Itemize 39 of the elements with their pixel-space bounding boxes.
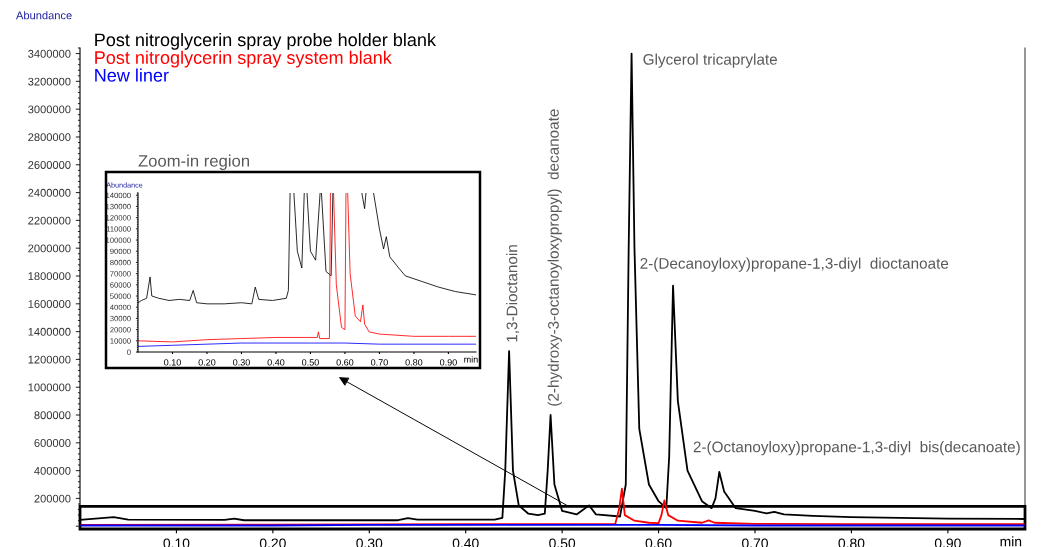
y-tick-label: 3200000: [28, 77, 71, 86]
annotation: 2-(Octanoyloxy)propane-1,3-diyl bis(decanoate): [693, 441, 1020, 456]
annotation: 1,3-Dioctanoin: [506, 245, 520, 342]
y-tick-label: 1600000: [28, 300, 71, 308]
chart-title: Zoom-in region: [138, 154, 249, 171]
x-tick-label: 0.70: [371, 359, 388, 366]
y-tick-label: 600000: [34, 439, 71, 447]
y-tick-label: 2600000: [28, 161, 71, 169]
text: Post nitroglycerin spray probe holder blank: [95, 32, 437, 50]
text: New liner: [95, 68, 169, 82]
x-tick-label: 0.40: [267, 359, 285, 366]
x-tick-label: 0.80: [405, 359, 423, 366]
annotation: (2-hydroxy-3-octanoyloxypropyl) decanoate: [547, 109, 562, 406]
x-axis-title: min: [1000, 536, 1022, 547]
y-tick-label: 1200000: [28, 355, 71, 364]
y-tick-label: 2400000: [28, 188, 71, 197]
y-tick-label: 2000000: [28, 244, 71, 253]
y-tick-label: 800000: [34, 411, 71, 420]
annotation: 2-(Decanoyloxy)propane-1,3-diyl dioctanoate: [640, 257, 949, 272]
x-tick-label: 0.60: [336, 359, 354, 366]
text: Post nitroglycerin spray system blank: [95, 50, 392, 68]
annotation: Glycerol tricaprylate: [643, 53, 777, 68]
x-tick-label: 0.30: [233, 359, 250, 366]
x-axis-title: min: [464, 355, 478, 363]
x-tick-label: 0.10: [164, 359, 181, 366]
y-tick-label: 1000000: [28, 383, 71, 392]
y-tick-label: 3400000: [28, 49, 71, 58]
x-tick-label: 0.20: [198, 359, 216, 366]
y-tick-label: 2800000: [28, 133, 71, 142]
y-tick-label: 400000: [34, 466, 71, 475]
y-tick-label: 2200000: [28, 216, 71, 225]
y-tick-label: 3000000: [28, 105, 71, 114]
line-series: [80, 487, 1025, 526]
y-axis-title: Abundance: [16, 11, 72, 20]
x-tick-label: 0.50: [302, 359, 319, 366]
y-tick-label: 1400000: [28, 327, 71, 336]
y-tick-label: 1800000: [28, 272, 71, 281]
y-tick-label: 200000: [34, 494, 71, 503]
x-tick-label: 0.90: [439, 359, 457, 366]
